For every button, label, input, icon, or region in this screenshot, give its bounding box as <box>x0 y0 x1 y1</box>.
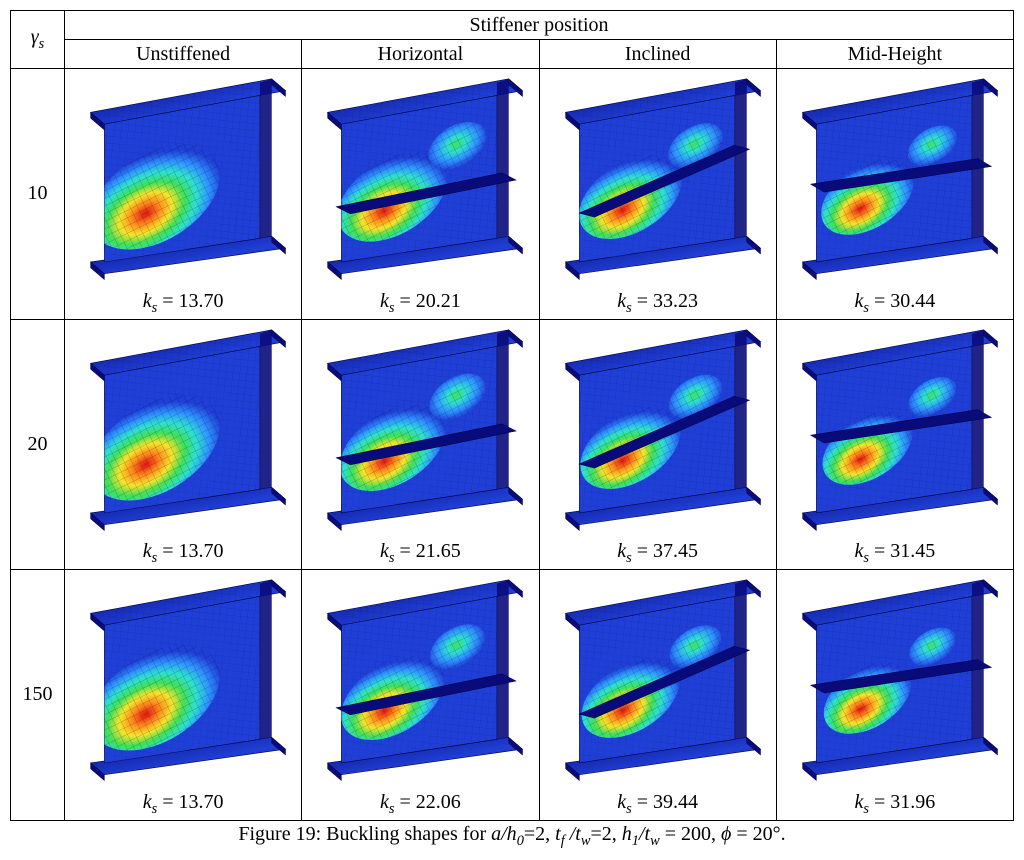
buckling-shape-midheight <box>777 570 1013 791</box>
ks-value: ks = 20.21 <box>380 290 461 319</box>
buckling-shape-midheight <box>777 320 1013 541</box>
table-row: 10 <box>11 69 1014 320</box>
table-row: 150 <box>11 570 1014 821</box>
cell-midheight: ks = 31.45 <box>776 319 1013 570</box>
cell-horizontal: ks = 20.21 <box>302 69 539 320</box>
ks-value: ks = 13.70 <box>143 540 224 569</box>
figure-caption: Figure 19: Buckling shapes for a/h0=2, t… <box>10 823 1014 850</box>
ks-value: ks = 37.45 <box>617 540 698 569</box>
row-label: 10 <box>11 69 65 320</box>
buckling-shape-inclined <box>540 320 776 541</box>
buckling-shape-horizontal <box>302 69 538 290</box>
cell-midheight: ks = 31.96 <box>776 570 1013 821</box>
buckling-shape-unstiffened <box>65 570 301 791</box>
buckling-shape-unstiffened <box>65 320 301 541</box>
cell-unstiffened: ks = 13.70 <box>65 319 302 570</box>
cell-horizontal: ks = 22.06 <box>302 570 539 821</box>
cell-midheight: ks = 30.44 <box>776 69 1013 320</box>
buckling-shape-horizontal <box>302 570 538 791</box>
cell-unstiffened: ks = 13.70 <box>65 570 302 821</box>
col-horizontal: Horizontal <box>302 40 539 69</box>
corner-header: γs <box>11 11 65 69</box>
buckling-shape-midheight <box>777 69 1013 290</box>
column-headers-row: Unstiffened Horizontal Inclined Mid-Heig… <box>11 40 1014 69</box>
col-inclined: Inclined <box>539 40 776 69</box>
ks-value: ks = 22.06 <box>380 791 461 820</box>
row-label: 150 <box>11 570 65 821</box>
buckling-shape-horizontal <box>302 320 538 541</box>
ks-value: ks = 13.70 <box>143 290 224 319</box>
ks-value: ks = 31.96 <box>854 791 935 820</box>
col-midheight: Mid-Height <box>776 40 1013 69</box>
cell-unstiffened: ks = 13.70 <box>65 69 302 320</box>
buckling-table: γs Stiffener position Unstiffened Horizo… <box>10 10 1014 821</box>
cell-horizontal: ks = 21.65 <box>302 319 539 570</box>
cell-inclined: ks = 33.23 <box>539 69 776 320</box>
buckling-shape-inclined <box>540 69 776 290</box>
cell-inclined: ks = 37.45 <box>539 319 776 570</box>
buckling-shape-inclined <box>540 570 776 791</box>
col-unstiffened: Unstiffened <box>65 40 302 69</box>
row-label: 20 <box>11 319 65 570</box>
ks-value: ks = 13.70 <box>143 791 224 820</box>
ks-value: ks = 30.44 <box>854 290 935 319</box>
ks-value: ks = 21.65 <box>380 540 461 569</box>
ks-value: ks = 31.45 <box>854 540 935 569</box>
buckling-shape-unstiffened <box>65 69 301 290</box>
cell-inclined: ks = 39.44 <box>539 570 776 821</box>
table-row: 20 <box>11 319 1014 570</box>
ks-value: ks = 39.44 <box>617 791 698 820</box>
ks-value: ks = 33.23 <box>617 290 698 319</box>
group-header: Stiffener position <box>65 11 1014 40</box>
